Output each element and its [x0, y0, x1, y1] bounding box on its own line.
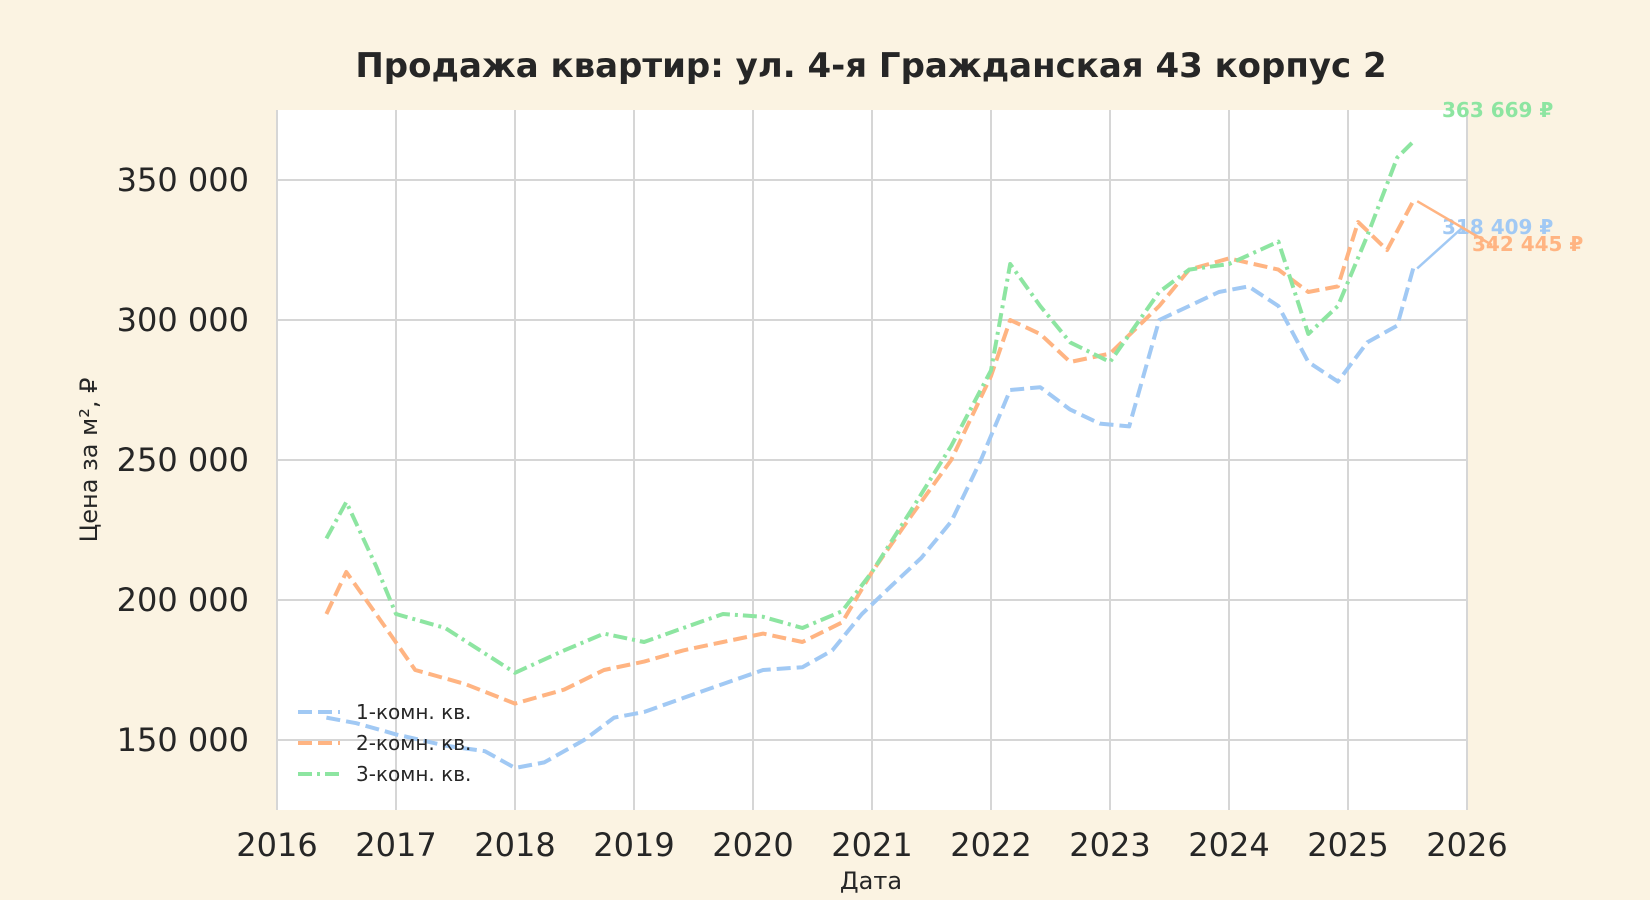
legend: 1-комн. кв. 2-комн. кв. 3-комн. кв.	[298, 700, 471, 786]
end-label-2: 342 445 ₽	[1472, 232, 1583, 256]
grid	[276, 110, 1468, 810]
legend-label-1: 1-комн. кв.	[356, 700, 471, 724]
x-tick-label: 2016	[236, 826, 317, 864]
y-tick-label: 150 000	[117, 721, 249, 759]
y-tick-label: 350 000	[117, 161, 249, 199]
x-tick-label: 2024	[1188, 826, 1269, 864]
x-tick-labels: 2016 2017 2018 2019 2020 2021 2022 2023 2024 2025…	[236, 826, 1507, 864]
series-line-1	[326, 267, 1416, 770]
end-labels: 318 409 ₽342 445 ₽363 669 ₽	[1416, 98, 1583, 270]
series-line-2	[324, 200, 1415, 706]
y-tick-label: 300 000	[117, 301, 249, 339]
x-tick-label: 2026	[1426, 826, 1507, 864]
end-label-arrow	[1416, 227, 1463, 270]
legend-label-2: 2-комн. кв.	[356, 731, 471, 755]
y-tick-label: 200 000	[117, 581, 249, 619]
legend-label-3: 3-комн. кв.	[356, 762, 471, 786]
y-tick-label: 250 000	[117, 441, 249, 479]
x-axis-label: Дата	[840, 867, 902, 895]
end-label-3: 363 669 ₽	[1442, 98, 1553, 122]
x-tick-label: 2025	[1307, 826, 1388, 864]
x-tick-label: 2020	[712, 826, 793, 864]
series-lines	[324, 140, 1416, 770]
series-line-3	[324, 140, 1415, 675]
x-tick-label: 2021	[831, 826, 912, 864]
y-axis-label: Цена за м², ₽	[75, 378, 103, 543]
chart-title: Продажа квартир: ул. 4-я Гражданская 43 …	[355, 46, 1386, 86]
y-tick-labels: 150 000 200 000 250 000 300 000 350 000	[117, 161, 249, 759]
end-label-arrow	[1416, 200, 1493, 247]
x-tick-label: 2018	[474, 826, 555, 864]
x-tick-label: 2022	[950, 826, 1031, 864]
x-tick-label: 2017	[355, 826, 436, 864]
x-tick-label: 2023	[1069, 826, 1150, 864]
x-tick-label: 2019	[593, 826, 674, 864]
